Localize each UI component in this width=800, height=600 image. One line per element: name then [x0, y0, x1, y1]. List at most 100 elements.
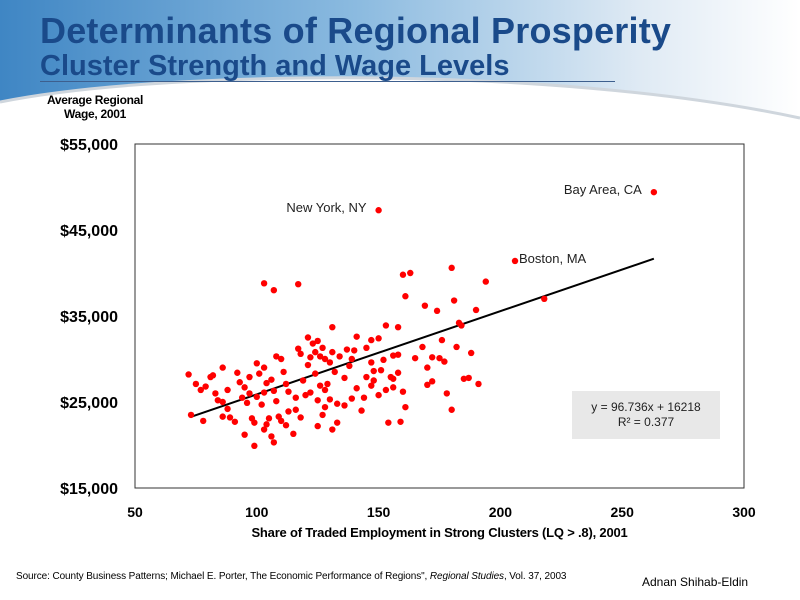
y-tick-labels: $15,000 $25,000 $35,000 $45,000 $55,000 [60, 137, 118, 498]
data-point [258, 401, 265, 408]
annotations: Bay Area, CA New York, NY Boston, MA [286, 182, 642, 266]
data-point [297, 350, 304, 358]
data-point [282, 380, 290, 388]
x-tick-label: 300 [732, 504, 756, 520]
data-point [390, 375, 397, 382]
x-tick-label: 200 [489, 504, 513, 520]
source-citation: Source: County Business Patterns; Michae… [16, 571, 566, 582]
data-point [402, 293, 409, 300]
y-tick-label: $35,000 [60, 309, 118, 326]
data-point [265, 415, 273, 422]
data-point [314, 397, 321, 404]
data-point [273, 353, 280, 360]
y-axis-label-line-2: Wage, 2001 [64, 107, 126, 121]
data-point [285, 388, 292, 395]
data-point [273, 397, 280, 405]
source-suffix: , Vol. 37, 2003 [503, 571, 567, 582]
data-point [241, 384, 248, 391]
data-point [411, 354, 419, 362]
data-point [397, 418, 404, 425]
y-axis-label-line-1: Average Regional [46, 93, 144, 107]
data-point [419, 343, 426, 351]
data-point [277, 417, 285, 425]
data-point [448, 406, 455, 413]
annotation-label: Bay Area, CA [564, 182, 642, 197]
title-underline [40, 81, 615, 82]
data-point [197, 386, 204, 394]
data-point [226, 414, 234, 421]
data-point [224, 405, 231, 413]
r-squared: R² = 0.377 [617, 415, 675, 429]
data-point [280, 368, 287, 376]
data-point [399, 388, 407, 395]
regression-equation-box: y = 96.736x + 16218 R² = 0.377 [572, 391, 720, 439]
data-point [219, 364, 226, 371]
data-point [292, 406, 299, 413]
data-point [329, 323, 336, 331]
data-point [351, 347, 358, 354]
data-point [312, 370, 319, 377]
data-point [382, 322, 390, 329]
data-point [472, 306, 480, 314]
data-point [363, 344, 370, 352]
x-tick-label: 250 [611, 504, 635, 520]
data-point [443, 390, 451, 397]
x-axis-label: Share of Traded Employment in Strong Clu… [251, 525, 628, 540]
data-point [448, 264, 455, 272]
data-point [368, 336, 375, 344]
data-point [428, 378, 436, 385]
data-point [246, 390, 253, 397]
data-point [290, 430, 297, 438]
x-tick-label: 100 [245, 504, 269, 520]
data-point [375, 335, 382, 342]
y-tick-label: $15,000 [60, 481, 118, 498]
data-point [441, 358, 448, 365]
data-point [251, 419, 258, 426]
data-point [358, 407, 365, 414]
data-point [424, 381, 431, 388]
data-point [329, 426, 336, 433]
trendline [190, 257, 655, 418]
data-point [333, 419, 341, 426]
data-point [304, 361, 312, 369]
data-point [285, 408, 292, 415]
data-point [263, 379, 270, 387]
data-point [341, 374, 348, 382]
data-point [253, 393, 260, 401]
data-point [424, 364, 431, 371]
data-point [219, 413, 226, 420]
data-point [394, 369, 402, 376]
data-point [295, 280, 302, 288]
data-point [263, 421, 270, 428]
data-point [234, 369, 241, 376]
data-point [319, 411, 326, 419]
data-point [200, 417, 207, 425]
data-point [236, 379, 243, 386]
source-prefix: Source: County Business Patterns; Michae… [16, 571, 430, 582]
data-point [297, 414, 304, 421]
data-point [224, 386, 231, 394]
data-point [341, 402, 348, 409]
data-point [370, 377, 377, 384]
data-point [214, 397, 222, 404]
data-point [268, 433, 275, 440]
data-point [385, 419, 392, 426]
data-point [307, 354, 314, 361]
data-point [465, 374, 472, 382]
data-point [282, 422, 290, 429]
data-point [241, 431, 248, 438]
data-point [541, 295, 548, 302]
data-point [482, 278, 489, 285]
data-point [302, 391, 309, 399]
data-point [421, 302, 429, 309]
data-point [336, 353, 343, 360]
data-point [243, 399, 251, 407]
data-point [368, 359, 375, 366]
data-point [192, 380, 200, 388]
data-point [292, 394, 299, 401]
data-point [377, 366, 385, 374]
data-point [343, 346, 351, 353]
data-point [346, 362, 353, 370]
